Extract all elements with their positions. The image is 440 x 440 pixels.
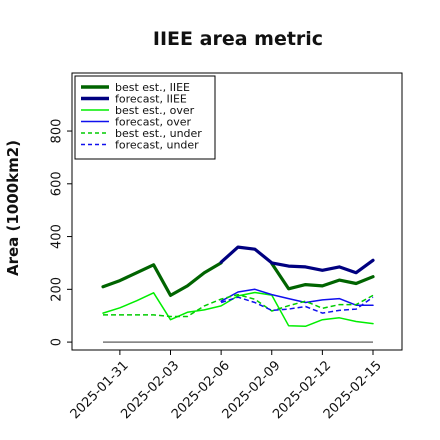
- y-tick-label: 0: [50, 338, 65, 346]
- y-tick-label: 800: [50, 119, 65, 144]
- x-axis: 2025-01-312025-02-032025-02-062025-02-09…: [68, 350, 385, 422]
- legend-label: forecast, IIEE: [115, 93, 187, 106]
- y-tick-label: 200: [50, 277, 65, 302]
- series-line-5: [103, 293, 374, 318]
- plot-area: [71, 72, 403, 351]
- series-line-1: [270, 261, 375, 291]
- plot-frame: [71, 72, 403, 351]
- y-axis-label: Area (1000km2): [4, 140, 22, 276]
- series-line-2: [219, 245, 375, 275]
- legend-label: forecast, over: [115, 116, 191, 129]
- legend-label: best est., under: [115, 127, 202, 140]
- chart-title: IIEE area metric: [153, 28, 323, 50]
- legend-label: best est., IIEE: [115, 81, 190, 94]
- series-line-1: [101, 261, 223, 297]
- y-axis: 0 200 400 600 800: [50, 119, 72, 346]
- y-tick-label: 600: [50, 171, 65, 196]
- series-line-6: [220, 296, 374, 314]
- legend-label: best est., over: [115, 104, 195, 117]
- y-tick-label: 400: [50, 224, 65, 249]
- series-line-4: [220, 288, 374, 306]
- legend-label: forecast, under: [115, 139, 199, 152]
- series-line-3: [102, 291, 374, 328]
